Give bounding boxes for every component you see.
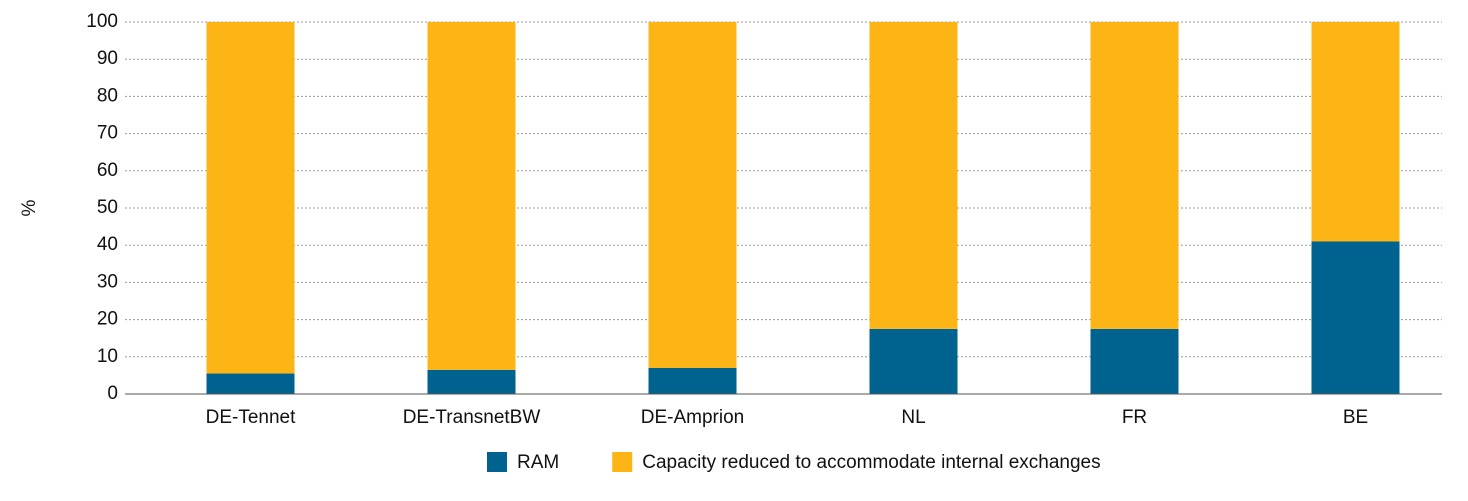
bar-segment <box>648 367 737 394</box>
legend-swatch <box>487 452 507 472</box>
y-tick-label: 90 <box>97 48 118 69</box>
y-tick-label: 80 <box>97 85 118 106</box>
x-tick-label: DE-Tennet <box>206 407 296 428</box>
x-tick-label: DE-Amprion <box>641 407 744 428</box>
legend-label: Capacity reduced to accommodate internal… <box>642 452 1100 473</box>
y-tick-label: 40 <box>97 234 118 255</box>
bar-segment <box>1090 22 1179 329</box>
legend-label: RAM <box>517 452 559 473</box>
y-tick-label: 70 <box>97 123 118 144</box>
bar-segment <box>648 22 737 368</box>
bar-segment <box>869 22 958 329</box>
y-tick-label: 10 <box>97 346 118 367</box>
x-tick-label: BE <box>1343 407 1368 428</box>
legend-swatch <box>612 452 633 472</box>
bar-segment <box>427 22 516 370</box>
y-axis-label: % <box>19 199 40 216</box>
x-tick-label: FR <box>1122 407 1147 428</box>
bar-segment <box>1311 241 1400 394</box>
y-tick-label: 0 <box>107 383 118 404</box>
bar-segment <box>1090 328 1179 394</box>
y-tick-label: 60 <box>97 160 118 181</box>
bar-segment <box>1311 22 1400 242</box>
bar-segment <box>427 369 516 394</box>
x-tick-label: NL <box>901 407 925 428</box>
y-tick-label: 100 <box>86 11 118 32</box>
bar-segment <box>869 328 958 394</box>
x-tick-label: DE-TransnetBW <box>403 407 541 428</box>
y-tick-label: 50 <box>97 197 118 218</box>
y-tick-label: 20 <box>97 309 118 330</box>
bar-segment <box>206 373 295 394</box>
bar-segment <box>206 22 295 374</box>
y-tick-label: 30 <box>97 271 118 292</box>
